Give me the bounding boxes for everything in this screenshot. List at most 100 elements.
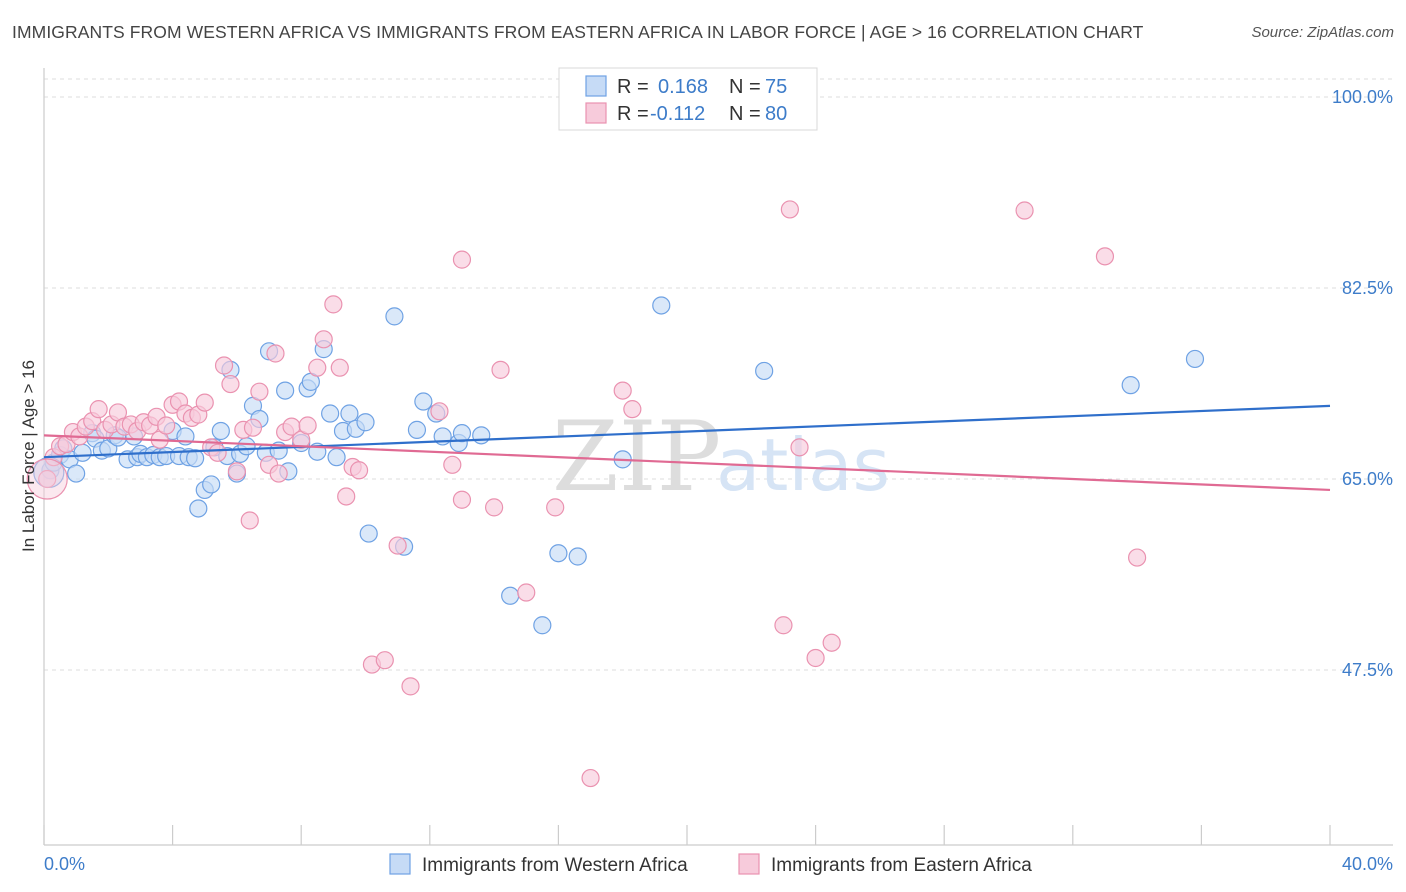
data-point bbox=[533, 616, 552, 635]
data-point bbox=[485, 498, 504, 517]
data-point bbox=[1121, 376, 1140, 395]
data-point bbox=[195, 393, 214, 412]
data-point bbox=[1015, 201, 1034, 220]
y-tick-label: 65.0% bbox=[1342, 469, 1393, 489]
chart-title: IMMIGRANTS FROM WESTERN AFRICA VS IMMIGR… bbox=[12, 22, 1144, 42]
legend-r-label-western: R = bbox=[617, 76, 649, 98]
data-point bbox=[806, 648, 825, 668]
data-point bbox=[330, 358, 349, 377]
data-point bbox=[89, 400, 108, 419]
data-point-cluster bbox=[26, 458, 68, 500]
series-western-africa bbox=[33, 296, 1205, 635]
data-point bbox=[237, 437, 256, 456]
data-point bbox=[314, 330, 333, 349]
data-point bbox=[337, 487, 356, 506]
trend-lines bbox=[43, 404, 1331, 492]
trend-line bbox=[43, 404, 1331, 459]
x-ticks bbox=[43, 825, 1331, 845]
data-point bbox=[613, 381, 632, 400]
data-point bbox=[189, 499, 208, 518]
legend-n-value-western: 75 bbox=[765, 76, 787, 98]
data-point bbox=[822, 633, 841, 652]
legend-n-label-western: N = bbox=[729, 76, 761, 98]
data-point bbox=[472, 426, 491, 445]
data-point bbox=[38, 469, 57, 489]
x-tick-label-min: 0.0% bbox=[44, 854, 85, 874]
data-point bbox=[276, 381, 295, 400]
data-point bbox=[349, 461, 369, 480]
data-point bbox=[298, 416, 317, 435]
data-point bbox=[623, 400, 642, 419]
data-point bbox=[327, 448, 346, 467]
data-point bbox=[356, 413, 375, 432]
data-point bbox=[790, 438, 809, 457]
data-point bbox=[517, 583, 536, 602]
data-point bbox=[452, 424, 472, 443]
bottom-legend-label-eastern: Immigrants from Eastern Africa bbox=[771, 855, 1032, 876]
data-point bbox=[407, 420, 427, 439]
legend-r-value-western: 0.168 bbox=[658, 76, 708, 98]
bottom-legend: Immigrants from Western Africa Immigrant… bbox=[389, 853, 1032, 876]
legend-box: R = 0.168 N = 75 R = -0.112 N = 80 bbox=[558, 67, 818, 131]
data-point bbox=[157, 416, 176, 435]
legend-swatch-eastern bbox=[585, 102, 607, 124]
y-tick-label: 82.5% bbox=[1342, 278, 1393, 298]
data-point bbox=[73, 443, 92, 462]
data-point bbox=[501, 586, 520, 605]
data-point bbox=[375, 651, 394, 670]
data-point bbox=[780, 200, 799, 219]
data-point bbox=[568, 547, 587, 566]
legend-n-label-eastern: N = bbox=[729, 103, 761, 125]
data-point bbox=[1127, 548, 1147, 567]
data-point bbox=[67, 464, 86, 483]
data-point bbox=[1095, 247, 1115, 266]
data-point bbox=[443, 455, 462, 474]
data-point bbox=[214, 356, 234, 375]
watermark: ZIP atlas bbox=[552, 401, 890, 513]
trend-line bbox=[43, 434, 1331, 492]
data-point bbox=[774, 616, 793, 635]
data-point bbox=[211, 421, 230, 441]
data-point bbox=[227, 462, 246, 481]
y-tick-label: 100.0% bbox=[1332, 87, 1393, 107]
y-axis-label: In Labor Force | Age > 16 bbox=[19, 360, 38, 552]
data-point bbox=[430, 402, 449, 421]
grid-lines bbox=[44, 78, 1393, 671]
legend-n-value-eastern: 80 bbox=[765, 103, 787, 125]
data-point bbox=[321, 404, 340, 423]
data-point bbox=[452, 250, 472, 269]
legend-r-label-eastern: R = bbox=[617, 103, 649, 125]
y-tick-labels: 47.5% 65.0% 82.5% 100.0% bbox=[1332, 87, 1393, 680]
y-tick-label: 47.5% bbox=[1342, 660, 1393, 680]
legend-r-value-eastern: -0.112 bbox=[650, 103, 705, 125]
data-point bbox=[401, 677, 420, 696]
data-point bbox=[452, 490, 472, 509]
data-point bbox=[581, 768, 600, 788]
data-point bbox=[308, 358, 327, 377]
data-point bbox=[385, 307, 404, 326]
data-point bbox=[208, 443, 227, 462]
data-point bbox=[324, 295, 343, 314]
data-point bbox=[549, 544, 568, 563]
legend-swatch-western bbox=[585, 75, 607, 97]
data-point bbox=[652, 296, 671, 315]
data-point bbox=[388, 536, 407, 555]
data-point bbox=[359, 524, 378, 543]
data-point bbox=[250, 382, 269, 401]
data-point bbox=[546, 498, 565, 517]
bottom-legend-label-western: Immigrants from Western Africa bbox=[422, 855, 688, 876]
data-point bbox=[269, 464, 288, 483]
x-tick-label-max: 40.0% bbox=[1342, 854, 1393, 874]
data-point bbox=[243, 418, 263, 437]
bottom-legend-swatch-eastern bbox=[738, 853, 760, 875]
data-point bbox=[1185, 349, 1205, 369]
data-point bbox=[755, 361, 774, 381]
data-point bbox=[340, 404, 359, 423]
bottom-legend-swatch-western bbox=[389, 853, 411, 875]
data-point bbox=[266, 344, 285, 363]
data-point bbox=[221, 374, 240, 394]
data-point bbox=[414, 392, 433, 411]
data-point bbox=[186, 449, 205, 468]
data-point bbox=[240, 511, 259, 530]
